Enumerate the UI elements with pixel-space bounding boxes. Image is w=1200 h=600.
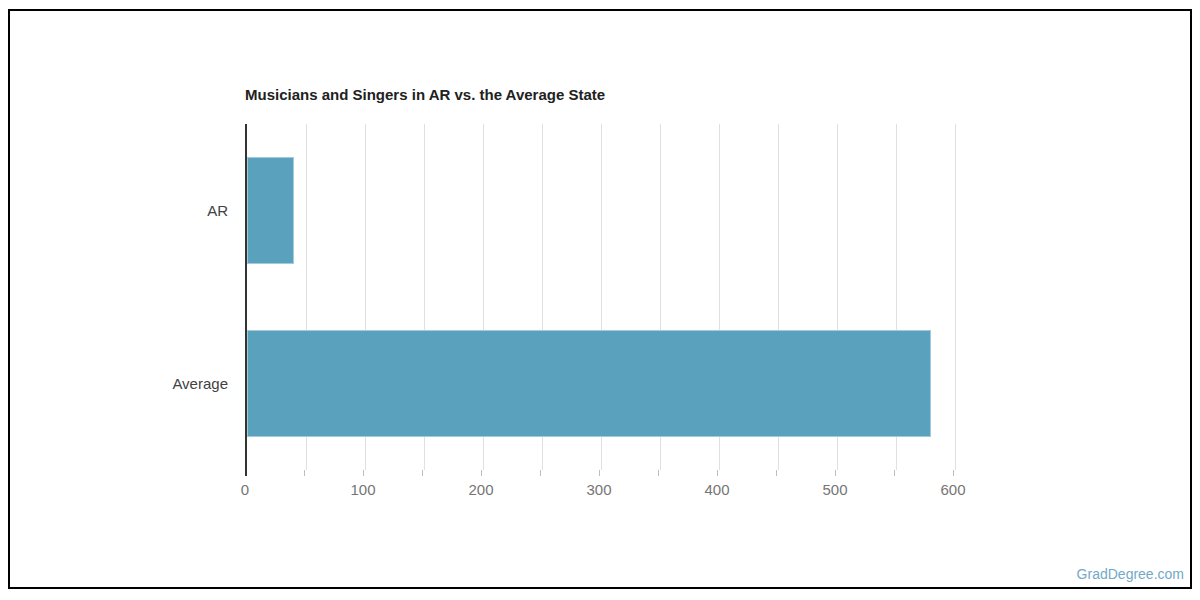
x-axis-tick-450 — [776, 470, 777, 476]
x-axis-tick-600 — [953, 470, 954, 476]
x-axis-tick-label-400: 400 — [677, 481, 757, 498]
watermark-link[interactable]: GradDegree.com — [1077, 566, 1184, 582]
x-axis-tick-label-200: 200 — [441, 481, 521, 498]
plot-area — [245, 124, 1012, 470]
x-axis-tick-label-100: 100 — [323, 481, 403, 498]
y-axis-label-average: Average — [0, 374, 228, 394]
bar-average — [247, 330, 931, 437]
x-axis-tick-200 — [481, 470, 482, 476]
x-axis-tick-label-500: 500 — [795, 481, 875, 498]
chart-title: Musicians and Singers in AR vs. the Aver… — [245, 86, 605, 103]
x-axis-tick-150 — [422, 470, 423, 476]
x-axis-tick-250 — [540, 470, 541, 476]
x-axis-tick-350 — [658, 470, 659, 476]
x-axis-tick-label-0: 0 — [205, 481, 285, 498]
x-axis-tick-500 — [835, 470, 836, 476]
x-axis-tick-400 — [717, 470, 718, 476]
bar-ar — [247, 157, 294, 264]
x-axis-tick-100 — [363, 470, 364, 476]
x-axis-tick-300 — [599, 470, 600, 476]
gridline-x-600 — [955, 124, 956, 470]
x-axis-tick-0 — [245, 470, 247, 476]
chart-canvas: Musicians and Singers in AR vs. the Aver… — [0, 0, 1200, 600]
x-axis-tick-label-300: 300 — [559, 481, 639, 498]
x-axis-tick-550 — [894, 470, 895, 476]
y-axis-label-ar: AR — [0, 201, 228, 221]
x-axis-tick-50 — [304, 470, 305, 476]
x-axis-tick-label-600: 600 — [913, 481, 993, 498]
